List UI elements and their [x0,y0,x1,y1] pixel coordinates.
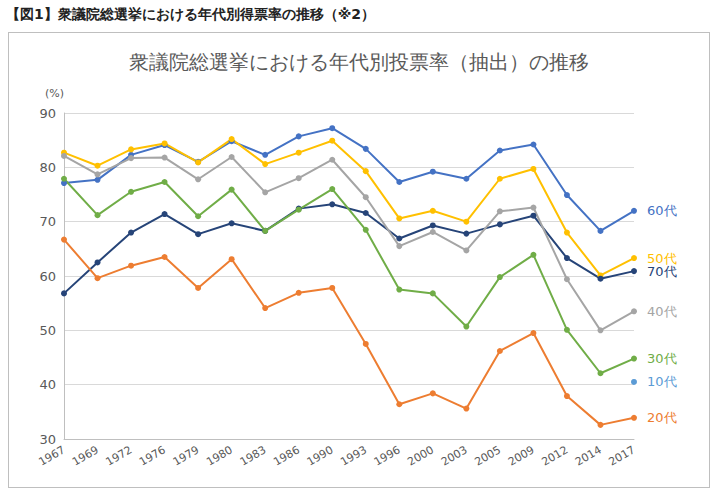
svg-text:30代: 30代 [647,351,677,366]
svg-text:20代: 20代 [647,410,677,425]
svg-text:70: 70 [39,214,56,229]
svg-text:70代: 70代 [647,264,677,279]
svg-text:40: 40 [39,377,56,392]
svg-text:1967: 1967 [37,443,68,468]
svg-text:2009: 2009 [506,443,537,468]
svg-text:60代: 60代 [647,203,677,218]
svg-text:1983: 1983 [238,443,269,468]
svg-text:10代: 10代 [647,374,677,389]
svg-text:1990: 1990 [305,443,336,468]
svg-text:50: 50 [39,323,56,338]
svg-text:40代: 40代 [647,304,677,319]
svg-text:衆議院総選挙における年代別投票率（抽出）の推移: 衆議院総選挙における年代別投票率（抽出）の推移 [129,50,589,74]
svg-text:1979: 1979 [171,443,202,468]
svg-text:90: 90 [39,106,56,121]
svg-text:50代: 50代 [647,250,677,266]
svg-text:2012: 2012 [539,443,570,468]
svg-text:1986: 1986 [271,443,302,468]
svg-text:2017: 2017 [607,443,638,468]
svg-text:1976: 1976 [137,443,168,468]
svg-text:1996: 1996 [372,443,403,468]
svg-text:2014: 2014 [573,443,604,468]
svg-text:1969: 1969 [70,443,101,468]
svg-text:1993: 1993 [338,443,369,468]
svg-text:80: 80 [39,160,56,175]
svg-text:2005: 2005 [472,443,503,468]
svg-text:60: 60 [39,269,56,284]
html-text:【図1】衆議院総選挙における年代別得票率の推移（※2）: 【図1】衆議院総選挙における年代別得票率の推移（※2） [6,6,376,22]
svg-text:1972: 1972 [104,443,135,468]
svg-text:1980: 1980 [204,443,235,468]
svg-text:2003: 2003 [439,443,470,468]
svg-text:(%): (%) [45,87,64,100]
svg-text:30: 30 [39,432,56,447]
svg-text:2000: 2000 [405,443,436,468]
